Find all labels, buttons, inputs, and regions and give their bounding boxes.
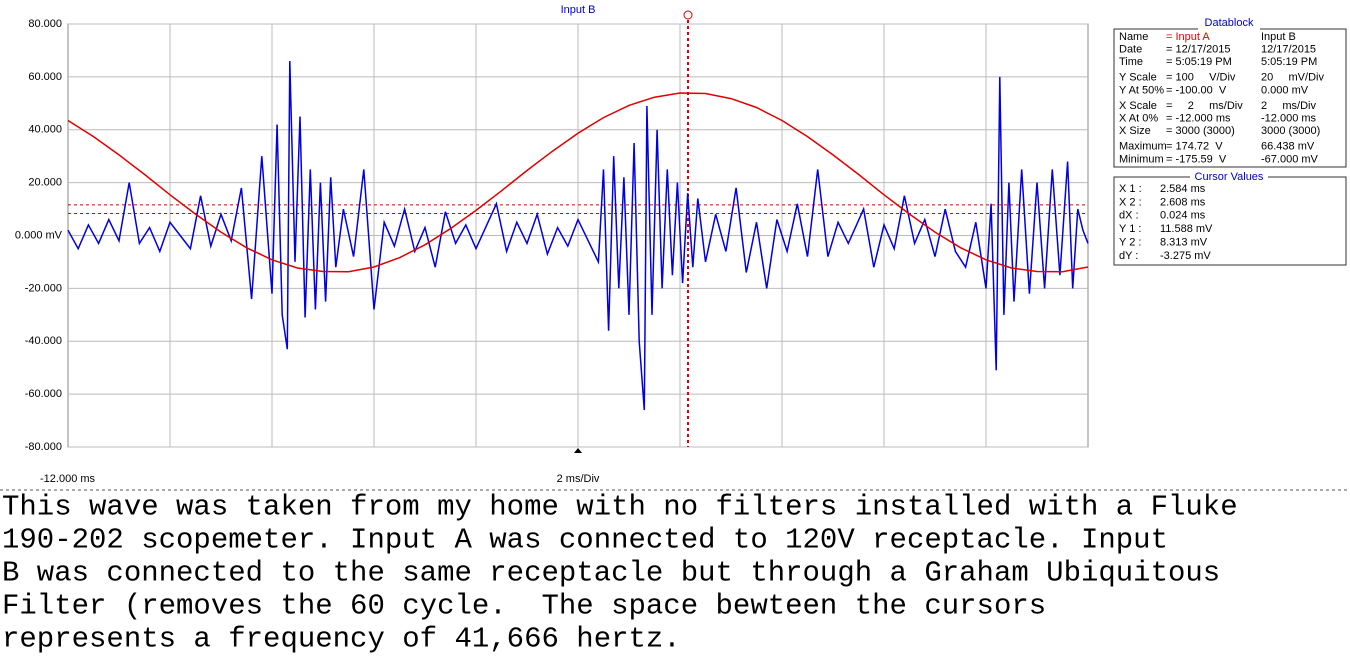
datablock-cell: = 174.72 V (1166, 141, 1223, 153)
cursor-title-bg (1190, 170, 1268, 183)
datablock-cell: Y Scale (1119, 72, 1157, 84)
cursor-handle (683, 10, 693, 20)
datablock-cell: Y At 50% (1119, 84, 1164, 96)
datablock-cell: 5:05:19 PM (1261, 56, 1317, 68)
trigger-marker (574, 448, 582, 453)
y-tick-label: 20.000 (28, 177, 62, 189)
datablock-cell: X Size (1119, 125, 1151, 137)
datablock-cell: = 2 ms/Div (1166, 100, 1243, 112)
datablock-cell: Minimum (1119, 153, 1164, 165)
y-tick-label: -20.000 (25, 282, 62, 294)
series-line (67, 60, 1089, 411)
caption-line: This wave was taken from my home with no… (2, 491, 1238, 524)
datablock-cell: = 3000 (3000) (1166, 125, 1235, 137)
data-layer (67, 60, 1089, 411)
cursor-label: Y 1 : (1119, 223, 1141, 235)
caption-line: represents a frequency of 41,666 hertz. (2, 623, 681, 656)
cursor-value: 2.608 ms (1160, 196, 1206, 208)
datablock-title-bg (1198, 17, 1260, 30)
datablock-box (1113, 28, 1347, 168)
x-scale-label: 2 ms/Div (557, 473, 600, 485)
datablock-cell: = 12/17/2015 (1166, 44, 1231, 56)
chart-title: Input B (561, 4, 596, 16)
cursor-label: Y 2 : (1119, 237, 1141, 249)
datablock-title: Datablock (1205, 17, 1254, 29)
datablock-cell: Name (1119, 31, 1148, 43)
datablock-cell: = -175.59 V (1166, 153, 1227, 165)
datablock-cell: X At 0% (1119, 113, 1158, 125)
datablock-cell: X Scale (1119, 100, 1157, 112)
datablock-cell: = Input A (1166, 31, 1210, 43)
datablock-cell: 12/17/2015 (1261, 44, 1316, 56)
cursor-value: 8.313 mV (1160, 237, 1208, 249)
datablock-cell: = -12.000 ms (1166, 113, 1231, 125)
caption-line: Filter (removes the 60 cycle. The space … (2, 590, 1046, 623)
datablock-cell: 3000 (3000) (1261, 125, 1320, 137)
cursor-label: X 2 : (1119, 196, 1142, 208)
cursor-label: dY : (1119, 250, 1138, 262)
cursor-value: 11.588 mV (1160, 223, 1213, 235)
datablock-cell: 66.438 mV (1261, 141, 1315, 153)
y-tick-label: 60.000 (28, 71, 62, 83)
datablock-cell: = -100.00 V (1166, 84, 1227, 96)
graticule (68, 23, 1088, 448)
datablock-cell: 0.000 mV (1261, 84, 1309, 96)
datablock-cell: 2 ms/Div (1261, 100, 1317, 112)
y-tick-label: 0.000 mV (15, 229, 63, 241)
y-tick-label: 40.000 (28, 124, 62, 136)
caption-line: B was connected to the same receptacle b… (2, 557, 1220, 590)
series-line (67, 92, 1089, 273)
cursor-box (1113, 176, 1347, 266)
datablock-cell: Input B (1261, 31, 1296, 43)
cursor-value: 2.584 ms (1160, 183, 1206, 195)
caption-line: 190-202 scopemeter. Input A was connecte… (2, 524, 1168, 557)
cursor-value: 0.024 ms (1160, 210, 1206, 222)
cursor-title: Cursor Values (1195, 171, 1264, 183)
datablock-cell: 20 mV/Div (1261, 72, 1324, 84)
datablock-cell: -12.000 ms (1261, 113, 1317, 125)
datablock-cell: = 100 V/Div (1166, 72, 1236, 84)
y-tick-label: -60.000 (25, 388, 62, 400)
y-tick-label: 80.000 (28, 18, 62, 30)
datablock-cell: Time (1119, 56, 1143, 68)
datablock-cell: = 5:05:19 PM (1166, 56, 1232, 68)
cursor-label: X 1 : (1119, 183, 1142, 195)
cursor-value: -3.275 mV (1160, 250, 1211, 262)
datablock-cell: Maximum (1119, 141, 1167, 153)
y-tick-label: -80.000 (25, 441, 62, 453)
cursor-label: dX : (1119, 210, 1139, 222)
datablock-cell: Date (1119, 44, 1142, 56)
datablock-cell: -67.000 mV (1261, 153, 1319, 165)
x-tick-label: -12.000 ms (40, 473, 96, 485)
y-tick-label: -40.000 (25, 335, 62, 347)
